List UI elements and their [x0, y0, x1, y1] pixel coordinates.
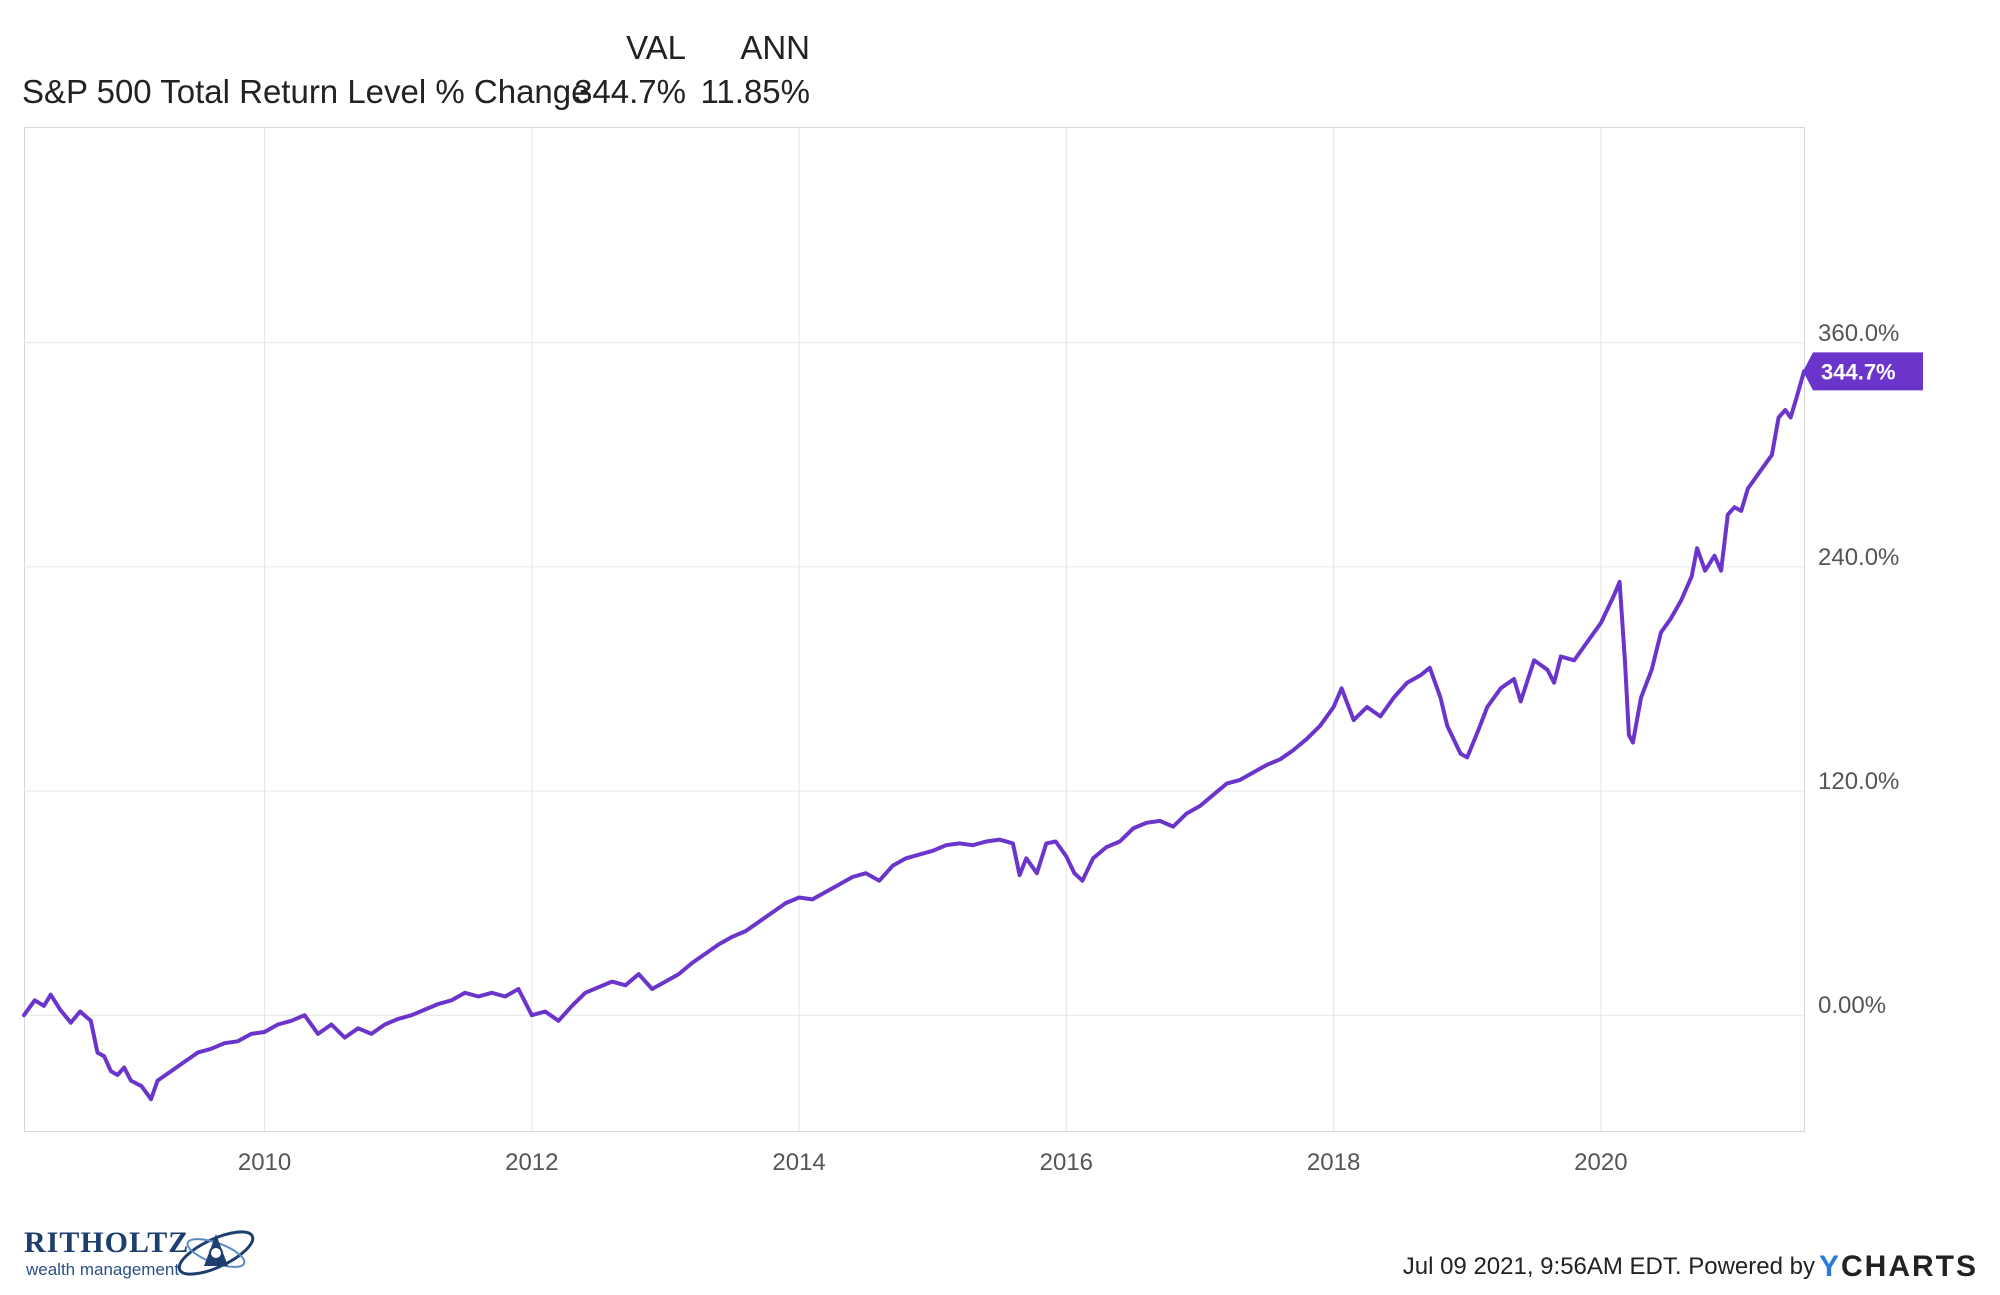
x-tick-labels: 2010 2012 2014 2016 2018 2020 — [238, 1149, 1628, 1176]
ritholtz-emblem-icon — [177, 1230, 255, 1276]
x-gridlines — [264, 128, 1602, 1131]
y-tick-label: 120.0% — [1818, 768, 1899, 795]
legend-series-ann: 11.85% — [700, 73, 810, 110]
plot-border — [24, 127, 1805, 1132]
powered-by-text: Powered by — [1688, 1253, 1815, 1280]
x-tick-label: 2018 — [1307, 1149, 1360, 1176]
legend-series-val: 344.7% — [574, 73, 686, 110]
last-value-marker: 344.7% — [1803, 352, 1923, 391]
legend-header-row: VAL ANN — [22, 26, 810, 70]
last-value-bg — [1803, 352, 1923, 391]
legend-col-val: VAL — [626, 29, 686, 66]
x-tick-label: 2014 — [772, 1149, 825, 1176]
y-gridlines — [24, 342, 1804, 1016]
x-tick-label: 2010 — [238, 1149, 291, 1176]
series-line-sp500 — [22, 369, 1806, 1102]
ycharts-y: Y — [1818, 1250, 1841, 1283]
ycharts-logo[interactable]: YCHARTS — [1819, 1250, 1978, 1284]
ycharts-rest: CHARTS — [1841, 1250, 1978, 1283]
logo-subtext: wealth management — [26, 1260, 180, 1279]
last-value-label: 344.7% — [1821, 359, 1896, 384]
footer-attribution: Jul 09 2021, 9:56AM EDT. Powered by YCHA… — [1403, 1250, 1978, 1284]
legend-series-row[interactable]: S&P 500 Total Return Level % Change 344.… — [22, 70, 810, 114]
ritholtz-logo: RITHOLTZ wealth management — [24, 1222, 264, 1284]
y-tick-label: 0.00% — [1818, 992, 1886, 1019]
y-tick-label: 240.0% — [1818, 544, 1899, 571]
legend-series-name: S&P 500 Total Return Level % Change — [22, 73, 590, 110]
legend: VAL ANN S&P 500 Total Return Level % Cha… — [22, 26, 810, 114]
x-tick-label: 2020 — [1574, 1149, 1627, 1176]
x-tick-label: 2016 — [1040, 1149, 1093, 1176]
x-tick-label: 2012 — [505, 1149, 558, 1176]
timestamp: Jul 09 2021, 9:56AM EDT. — [1402, 1253, 1682, 1280]
y-tick-labels: 0.00% 120.0% 240.0% 360.0% — [1818, 320, 1899, 1019]
y-tick-label: 360.0% — [1818, 320, 1899, 347]
logo-text: RITHOLTZ — [24, 1226, 190, 1259]
legend-col-ann: ANN — [740, 29, 810, 66]
